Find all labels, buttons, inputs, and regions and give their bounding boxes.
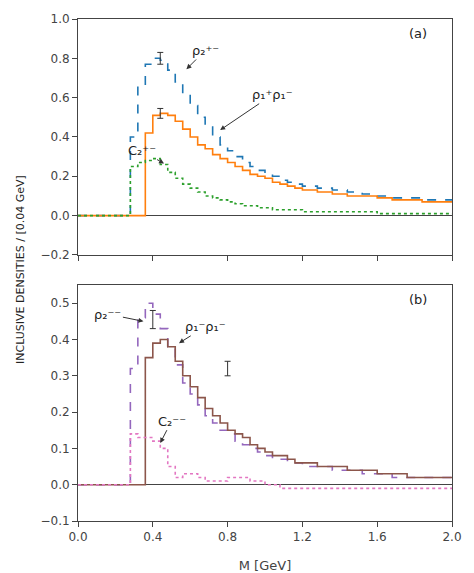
svg-text:0.2: 0.2 (51, 405, 70, 419)
svg-text:0.5: 0.5 (51, 296, 70, 310)
svg-text:0.0: 0.0 (68, 530, 87, 544)
svg-text:(a): (a) (409, 26, 427, 41)
svg-text:−0.2: −0.2 (40, 248, 69, 262)
svg-text:0.1: 0.1 (51, 442, 70, 456)
svg-text:0.6: 0.6 (51, 91, 70, 105)
svg-text:−0.1: −0.1 (40, 514, 69, 528)
svg-text:(b): (b) (409, 292, 427, 307)
svg-text:ρ₂⁻⁻: ρ₂⁻⁻ (94, 307, 121, 322)
svg-text:C₂⁻⁻: C₂⁻⁻ (158, 414, 186, 429)
svg-text:0.8: 0.8 (218, 530, 237, 544)
svg-text:0.2: 0.2 (51, 169, 70, 183)
svg-text:0.0: 0.0 (51, 478, 70, 492)
svg-text:0.0: 0.0 (51, 209, 70, 223)
svg-text:1.2: 1.2 (293, 530, 312, 544)
svg-text:ρ₁⁺ρ₁⁻: ρ₁⁺ρ₁⁻ (252, 87, 293, 102)
svg-text:ρ₁⁻ρ₁⁻: ρ₁⁻ρ₁⁻ (185, 319, 226, 334)
svg-text:0.4: 0.4 (51, 333, 70, 347)
svg-text:0.8: 0.8 (51, 52, 70, 66)
svg-text:0.4: 0.4 (143, 530, 162, 544)
svg-text:1.6: 1.6 (368, 530, 387, 544)
svg-text:INCLUSIVE DENSITIES / [0.04 Ge: INCLUSIVE DENSITIES / [0.04 GeV] (14, 175, 27, 364)
svg-text:0.4: 0.4 (51, 130, 70, 144)
svg-text:C₂⁺⁻: C₂⁺⁻ (128, 143, 156, 158)
svg-text:ρ₂⁺⁻: ρ₂⁺⁻ (192, 43, 219, 58)
svg-text:1.0: 1.0 (51, 12, 70, 26)
svg-text:M [GeV]: M [GeV] (239, 558, 291, 573)
svg-text:2.0: 2.0 (442, 530, 461, 544)
svg-text:0.3: 0.3 (51, 369, 70, 383)
